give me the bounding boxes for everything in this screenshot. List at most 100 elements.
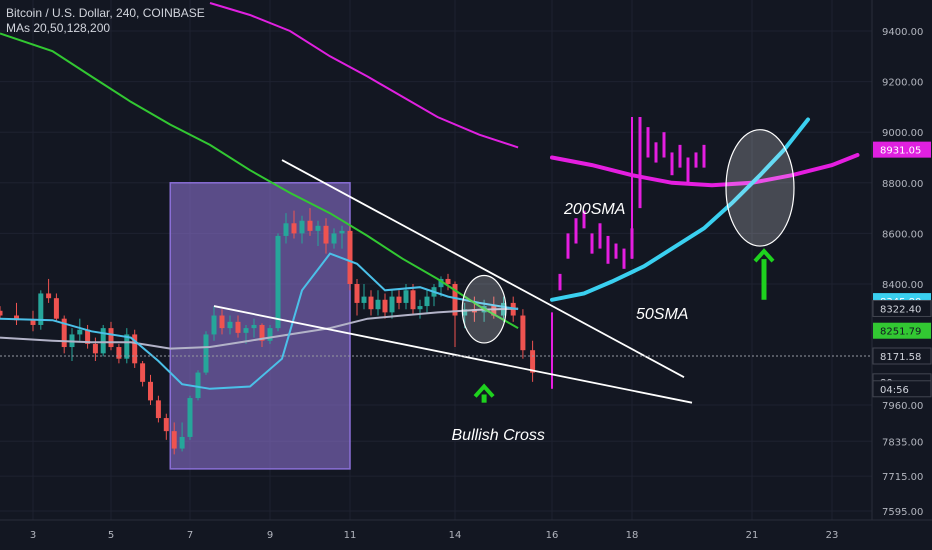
price-tag-label: 8322.40 (880, 304, 921, 315)
projected-50sma-line (550, 117, 810, 302)
candle-body (354, 284, 360, 303)
candle-body (347, 230, 353, 284)
candle-body (259, 324, 265, 341)
time-axis-bg (0, 520, 932, 550)
candle-body (85, 329, 91, 344)
candle-body (14, 315, 19, 321)
price-tick-label: 7715.00 (882, 472, 923, 483)
candle-body (132, 334, 138, 364)
candle-body (116, 347, 122, 359)
chart-header: Bitcoin / U.S. Dollar, 240, COINBASE MAs… (6, 6, 205, 36)
candle-body (219, 315, 225, 329)
candle-body (410, 290, 416, 310)
time-tick-label: 18 (626, 530, 639, 541)
candle-body (331, 233, 337, 244)
candle-body (403, 290, 409, 303)
ma128-line (0, 32, 519, 329)
candle-body (339, 230, 345, 234)
candle-body (445, 278, 451, 284)
candle-body (283, 223, 289, 236)
candle-body (382, 299, 388, 313)
candle-body (53, 298, 59, 319)
price-tag-label: 8171.58 (880, 352, 921, 363)
ma200-line (209, 2, 519, 149)
price-axis-bg (872, 0, 932, 550)
candle-body (438, 278, 444, 288)
annotation-bullish-cross: Bullish Cross (451, 426, 545, 444)
candle-body (187, 398, 193, 437)
wedge-lines (213, 159, 693, 404)
candle-body (38, 293, 44, 325)
price-tag-bg (872, 380, 932, 398)
candle-body (361, 296, 367, 303)
arrows (473, 248, 775, 403)
time-tick-label: 11 (344, 530, 357, 541)
candle-body (243, 328, 249, 333)
up-arrow-head (753, 248, 775, 263)
price-tag-bg (873, 322, 931, 339)
candle-body (140, 363, 146, 382)
candle-body (530, 350, 536, 373)
ma50-line (0, 252, 519, 390)
highlight-ellipse (461, 274, 507, 344)
price-tick-label: 7595.00 (882, 507, 923, 518)
candle-body (375, 299, 381, 310)
candle-body (203, 334, 209, 373)
candle-body (389, 296, 395, 313)
candle-body (30, 320, 36, 325)
time-tick-label: 5 (108, 530, 114, 541)
candle-body (275, 235, 281, 329)
wedge-line (213, 305, 693, 404)
candle-body (452, 284, 458, 316)
candle-body (315, 225, 321, 231)
price-tag-bg (873, 141, 931, 158)
candle-body (323, 225, 329, 244)
candle-body (163, 418, 169, 432)
indicator-legend[interactable]: MAs 20,50,128,200 (6, 21, 111, 35)
price-tag-label: 8931.05 (880, 146, 921, 157)
price-tick-label: 9200.00 (882, 78, 923, 89)
candle-body (92, 343, 98, 354)
candle-body (227, 321, 233, 329)
candle-body (235, 321, 241, 333)
wedge-line (281, 159, 685, 379)
highlight-ellipse (725, 129, 795, 247)
candle-body (100, 328, 106, 354)
candle-body (77, 329, 83, 335)
up-arrow-head (473, 383, 495, 398)
candle-body (195, 372, 201, 399)
price-tag-label: 04:56 (880, 385, 909, 396)
candle-body (124, 334, 130, 359)
price-tag-bg (872, 299, 932, 317)
price-tick-label: 9000.00 (882, 128, 923, 139)
annotation-50sma: 50SMA (636, 305, 689, 323)
price-tag-bg (872, 347, 932, 365)
candle-body (491, 306, 497, 316)
moving-averages (0, 2, 519, 390)
candle-body (0, 310, 3, 316)
symbol-title[interactable]: Bitcoin / U.S. Dollar, 240, COINBASE (6, 6, 205, 20)
time-tick-label: 3 (30, 530, 36, 541)
projection (550, 117, 860, 389)
candle-body (148, 381, 153, 401)
candle-body (108, 328, 114, 348)
candle-body (307, 220, 313, 231)
time-axis: 3 5 7 9 11 14 16 18 21 23 (0, 519, 932, 550)
candle-body (267, 328, 273, 341)
candle-body (368, 296, 374, 310)
candle-body (396, 296, 402, 303)
candle-body (299, 220, 305, 234)
price-tick-label: 7835.00 (882, 437, 923, 448)
projected-200sma-line (550, 153, 860, 188)
candle-body (251, 324, 257, 329)
price-tick-label: 8400.00 (882, 280, 923, 291)
time-tick-label: 16 (546, 530, 559, 541)
time-tick-label: 9 (267, 530, 273, 541)
candle-body (61, 318, 67, 348)
candle-body (520, 315, 526, 351)
ma20-line (0, 307, 519, 350)
candle-body (155, 400, 161, 419)
price-tick-label: 8800.00 (882, 179, 923, 190)
